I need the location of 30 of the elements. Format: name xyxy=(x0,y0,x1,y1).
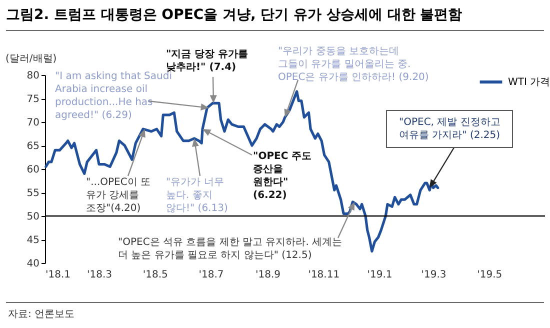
legend-label: WTI 가격 xyxy=(508,77,550,88)
annotation: "지금 당장 유가를 낮추라!" (7.4) xyxy=(166,48,248,73)
y-tick-label: 80 xyxy=(26,70,40,82)
y-tick-label: 40 xyxy=(26,258,40,270)
x-tick-label: '18.11 xyxy=(308,270,340,280)
y-tick-label: 70 xyxy=(26,118,40,128)
y-tick-label: 50 xyxy=(26,212,40,222)
annotation: "OPEC은 석유 흐름을 제한 말고 유지하라. 세계는 더 높은 유가를 필요로 하지 않는다" (12.5) xyxy=(118,236,342,262)
annotation: "OPEC, 제발 진정하고 여유를 가지라" (2.25) xyxy=(386,110,514,148)
y-axis-title: (달러/배럴) xyxy=(6,54,57,64)
annotation: "I am asking that Saudi Arabia increase oil production...He has agreed!" (6.29) xyxy=(55,71,172,122)
annotation: "우리가 중동을 보호하는데 그들이 유가를 밀어올리는 중. OPEC은 유가를 인하하라! (9.20) xyxy=(278,45,429,84)
x-tick-label: '18.9 xyxy=(256,270,281,280)
text: 자료: 언론보도 xyxy=(8,308,75,321)
y-tick-label: 75 xyxy=(26,94,40,105)
chart-title: 그림2. 트럼프 대통령은 OPEC을 겨냥, 단기 유가 상승세에 대한 불편함 xyxy=(6,6,462,24)
x-tick-label: '19.3 xyxy=(421,270,446,280)
annotation: "유가가 너무 높다. 좋지 않다!" (6.13) xyxy=(166,176,228,215)
y-tick-label: 45 xyxy=(26,235,40,246)
y-tick-label: 65 xyxy=(26,141,40,152)
y-tick-label: 55 xyxy=(26,188,40,199)
x-tick-label: '18.1 xyxy=(46,270,71,280)
y-tick-label: 60 xyxy=(26,164,40,176)
x-tick-label: '19.1 xyxy=(367,270,392,280)
x-tick-label: '18.5 xyxy=(142,270,168,280)
x-tick-label: '19.5 xyxy=(477,270,502,280)
annotation: "OPEC 주도 증산을 원한다" (6.22) xyxy=(253,150,312,202)
x-tick-label: '18.7 xyxy=(198,270,224,280)
x-tick-label: '18.3 xyxy=(87,270,112,280)
annotation: "...OPEC이 또 유가 강세를 조장"(4.20) xyxy=(86,176,151,215)
